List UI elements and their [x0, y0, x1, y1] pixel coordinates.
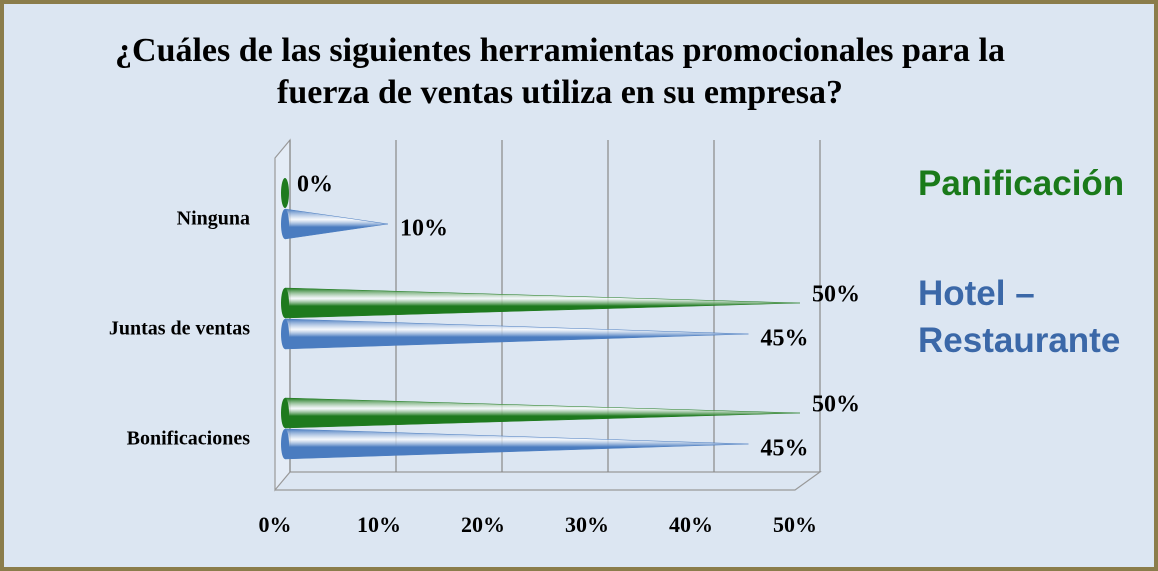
cone-base — [281, 288, 289, 318]
x-tick-label: 30% — [565, 512, 609, 537]
x-tick-label: 0% — [259, 512, 292, 537]
data-label: 10% — [400, 216, 448, 242]
data-label: 50% — [812, 282, 860, 308]
x-tick-label: 20% — [461, 512, 505, 537]
legend-entry: Panificación — [918, 164, 1125, 203]
y-tick-label: Juntas de ventas — [109, 318, 250, 340]
cone — [284, 287, 801, 319]
data-label: 45% — [761, 326, 809, 352]
data-label: 45% — [761, 436, 809, 462]
cone — [284, 208, 389, 240]
x-tick-label: 50% — [773, 512, 817, 537]
legend-entry: Hotel – Restaurante — [918, 274, 1121, 360]
cone — [284, 397, 801, 429]
x-tick-label: 40% — [669, 512, 713, 537]
cone-base — [281, 429, 289, 459]
cone — [284, 318, 749, 350]
y-tick-label: Ninguna — [177, 208, 250, 230]
chart-title: ¿Cuáles de las siguientes herramientas p… — [115, 32, 1005, 111]
data-label: 0% — [297, 172, 333, 198]
cone-base — [281, 398, 289, 428]
cone-base — [281, 178, 289, 208]
data-label: 50% — [812, 392, 860, 418]
cone — [284, 428, 749, 460]
y-tick-label: Bonificaciones — [127, 428, 251, 450]
x-tick-label: 10% — [357, 512, 401, 537]
cone-base — [281, 319, 289, 349]
cone-base — [281, 209, 289, 239]
